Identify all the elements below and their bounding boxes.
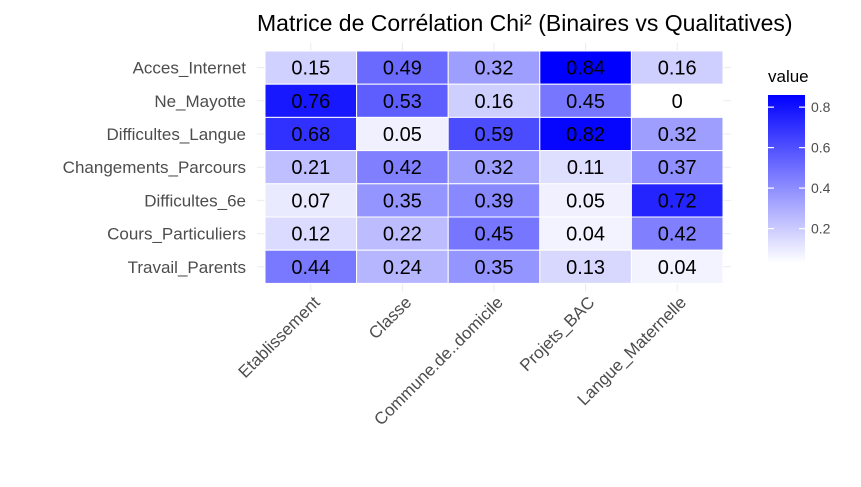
cell-value-label: 0.22 xyxy=(383,224,422,246)
cell-value-label: 0.24 xyxy=(383,257,422,279)
cell-value-label: 0.82 xyxy=(566,124,605,146)
x-tick-label: Classe xyxy=(365,293,415,343)
cell-value-label: 0.15 xyxy=(291,58,330,80)
cell-value-label: 0.16 xyxy=(475,91,514,113)
heatmap-cell xyxy=(264,116,358,152)
y-tick-label: Ne_Mayotte xyxy=(154,92,246,111)
heatmap-cell xyxy=(630,249,724,284)
x-tick-label: Etablissement xyxy=(235,293,324,382)
legend-title: value xyxy=(768,67,809,86)
legend-tick-label: 0.4 xyxy=(811,180,831,196)
cell-value-label: 0.53 xyxy=(383,91,422,113)
heatmap-cell xyxy=(356,249,449,284)
legend-tick-label: 0.8 xyxy=(811,99,831,115)
cell-value-label: 0.35 xyxy=(475,257,514,279)
heatmap-cell xyxy=(264,150,358,185)
cell-value-label: 0.44 xyxy=(291,257,330,279)
heatmap-cell xyxy=(630,183,724,218)
heatmap-cell xyxy=(630,83,724,118)
cell-value-label: 0.49 xyxy=(383,58,422,80)
cell-value-label: 0.13 xyxy=(566,257,605,279)
cell-value-label: 0.16 xyxy=(658,58,697,80)
cell-value-label: 0.05 xyxy=(566,190,605,212)
heatmap-cell xyxy=(356,50,449,85)
y-tick-label: Cours_Particuliers xyxy=(107,225,246,244)
cell-value-label: 0.68 xyxy=(291,124,330,146)
cell-value-label: 0.32 xyxy=(475,157,514,179)
heatmap-cell xyxy=(264,249,358,284)
cell-value-label: 0.42 xyxy=(658,224,697,246)
cell-value-label: 0.45 xyxy=(475,224,514,246)
cell-value-label: 0.04 xyxy=(658,257,697,279)
heatmap-cell xyxy=(356,150,449,185)
legend-tick-label: 0.6 xyxy=(811,140,831,156)
y-tick-label: Changements_Parcours xyxy=(63,158,246,177)
heatmap-cell xyxy=(356,83,449,118)
x-tick-label: Projets_BAC xyxy=(516,293,598,375)
chart-title: Matrice de Corrélation Chi² (Binaires vs… xyxy=(257,10,793,36)
y-tick-label: Difficultes_6e xyxy=(144,191,246,210)
legend-colorbar xyxy=(768,95,805,263)
heatmap-cell xyxy=(447,249,541,284)
cell-value-label: 0.45 xyxy=(566,91,605,113)
cell-value-label: 0.76 xyxy=(291,91,330,113)
cell-value-label: 0 xyxy=(672,91,683,113)
heatmap-cell xyxy=(539,50,632,85)
heatmap-cell xyxy=(356,216,449,251)
cell-value-label: 0.32 xyxy=(658,124,697,146)
cell-value-label: 0.32 xyxy=(475,58,514,80)
legend-tick-label: 0.2 xyxy=(811,221,831,237)
heatmap-cell xyxy=(539,83,632,118)
heatmap-cell xyxy=(447,150,541,185)
cell-value-label: 0.11 xyxy=(567,157,604,179)
cell-value-label: 0.12 xyxy=(291,224,330,246)
cell-value-label: 0.04 xyxy=(566,224,605,246)
cell-value-label: 0.39 xyxy=(475,190,514,212)
cell-value-label: 0.35 xyxy=(383,190,422,212)
cell-value-label: 0.21 xyxy=(291,157,330,179)
cell-value-label: 0.72 xyxy=(658,190,697,212)
cell-value-label: 0.84 xyxy=(566,58,605,80)
y-tick-label: Difficultes_Langue xyxy=(106,125,246,144)
heatmap-cell xyxy=(630,150,724,185)
y-tick-label: Travail_Parents xyxy=(128,258,246,277)
cell-value-label: 0.07 xyxy=(291,190,330,212)
y-tick-label: Acces_Internet xyxy=(133,59,247,78)
heatmap-cell xyxy=(264,216,358,251)
cell-value-label: 0.05 xyxy=(383,124,422,146)
cell-value-label: 0.37 xyxy=(658,157,697,179)
heatmap-cell xyxy=(539,183,632,218)
cell-value-label: 0.59 xyxy=(475,124,514,146)
heatmap-cell xyxy=(356,183,449,218)
heatmap-cell xyxy=(264,50,358,85)
cell-value-label: 0.42 xyxy=(383,157,422,179)
